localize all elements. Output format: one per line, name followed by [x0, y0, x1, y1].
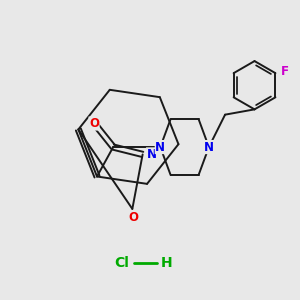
Text: O: O — [89, 117, 99, 130]
Text: N: N — [204, 141, 214, 154]
Text: N: N — [146, 148, 157, 161]
Text: O: O — [129, 211, 139, 224]
Text: F: F — [281, 65, 289, 78]
Text: N: N — [155, 141, 165, 154]
Text: H: H — [160, 256, 172, 270]
Text: Cl: Cl — [115, 256, 130, 270]
